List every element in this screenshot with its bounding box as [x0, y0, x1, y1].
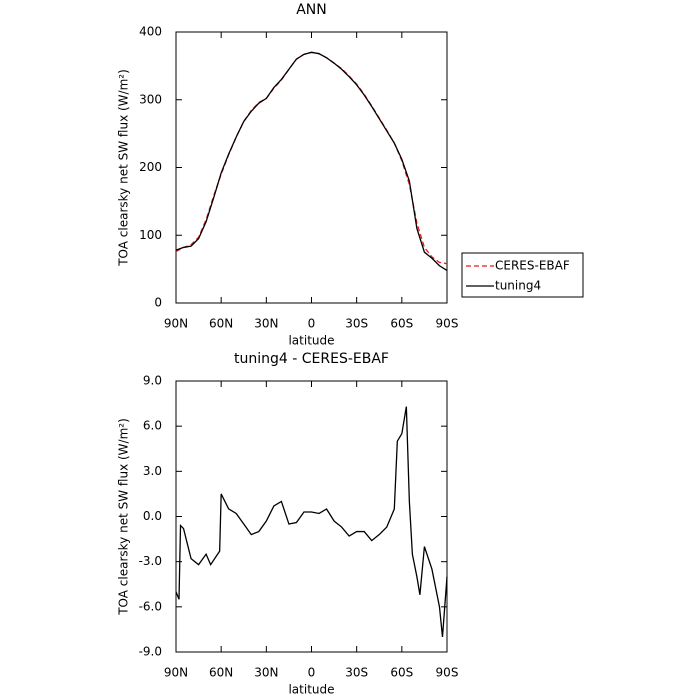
data-line — [175, 51, 448, 272]
panel: tuning4 - CERES-EBAF 90N 60N 30N 0 30S 60S 90S -… — [117, 351, 459, 697]
x-tick-label: 60S — [390, 317, 413, 331]
x-tick-label: 60N — [209, 317, 233, 331]
x-tick-label: 60S — [390, 666, 413, 680]
x-tick-label: 90N — [164, 317, 188, 331]
y-axis-label: TOA clearsky net SW flux (W/m²) — [117, 69, 131, 267]
y-tick-label: 6.0 — [143, 419, 162, 433]
y-tick-label: 400 — [139, 25, 162, 39]
legend-label: CERES-EBAF — [495, 259, 570, 273]
x-tick-label: 60N — [209, 666, 233, 680]
y-axis-label: TOA clearsky net SW flux (W/m²) — [117, 418, 131, 616]
y-tick-label: 9.0 — [143, 374, 162, 388]
x-tick-label: 90S — [436, 666, 459, 680]
x-tick-label: 30N — [254, 666, 278, 680]
y-tick-label: -6.0 — [139, 599, 162, 613]
y-tick-label: 0 — [154, 296, 162, 310]
y-tick-label: 0.0 — [143, 509, 162, 523]
y-tick-label: 3.0 — [143, 464, 162, 478]
x-tick-label: 30N — [254, 317, 278, 331]
x-tick-label: 30S — [345, 666, 368, 680]
legend-label: tuning4 — [495, 279, 541, 293]
data-line — [175, 51, 448, 265]
x-tick-label: 90N — [164, 666, 188, 680]
x-tick-label: 90S — [436, 317, 459, 331]
y-tick-label: 100 — [139, 228, 162, 242]
x-axis-label: latitude — [288, 683, 334, 697]
chart-title: ANN — [296, 2, 327, 18]
y-tick-label: 300 — [139, 92, 162, 106]
x-tick-label: 0 — [308, 317, 316, 331]
chart-title: tuning4 - CERES-EBAF — [234, 351, 389, 367]
plot-frame — [175, 31, 448, 304]
y-tick-label: -9.0 — [139, 645, 162, 659]
y-tick-label: 200 — [139, 160, 162, 174]
data-line — [175, 406, 448, 638]
x-axis-label: latitude — [288, 334, 334, 348]
legend-frame — [461, 252, 584, 298]
x-tick-label: 30S — [345, 317, 368, 331]
y-tick-label: -3.0 — [139, 554, 162, 568]
panel: ANN 90N 60N 30N 0 30S 60S 90S 0 100 200 300 400 latit… — [117, 2, 584, 348]
x-tick-label: 0 — [308, 666, 316, 680]
